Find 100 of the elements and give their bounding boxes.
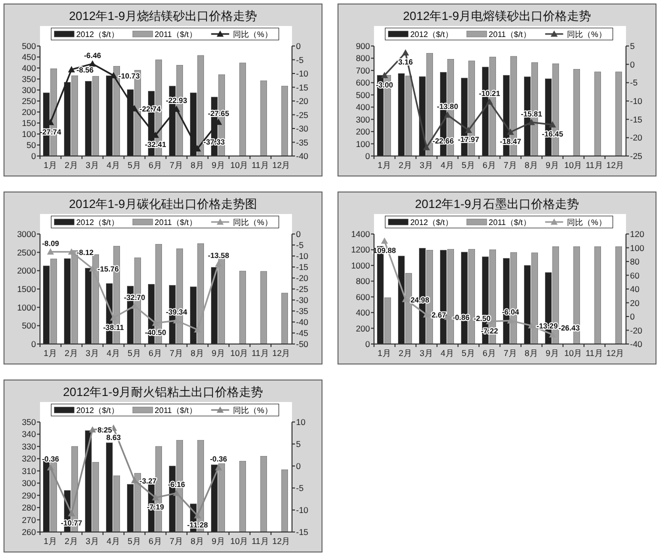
y2-tick-label: -40 <box>296 151 309 161</box>
x-tick-label: 3月 <box>86 536 100 546</box>
y-tick-label: 260 <box>22 527 36 537</box>
y-tick-label: 280 <box>22 502 36 513</box>
y-tick-label: 300 <box>22 85 36 95</box>
y2-tick-label: -20 <box>630 325 643 336</box>
y-tick-label: 1400 <box>351 229 370 239</box>
x-tick-label: 6月 <box>482 160 496 170</box>
y-tick-label: 800 <box>356 276 370 286</box>
bar <box>239 62 246 156</box>
bar <box>615 246 622 344</box>
y-tick-label: 1000 <box>17 302 36 312</box>
x-tick-label: 5月 <box>128 536 142 546</box>
point <box>47 464 54 470</box>
y-tick-label: 330 <box>22 441 36 452</box>
y2-tick-label: 40 <box>630 284 640 294</box>
y-tick-label: 600 <box>356 78 370 88</box>
x-tick-label: 10月 <box>564 160 583 170</box>
chart-title: 2012年1-9月石墨出口价格走势 <box>414 197 580 211</box>
y-tick-label: 300 <box>356 114 370 124</box>
x-tick-label: 7月 <box>504 348 518 358</box>
y2-tick-label: -25 <box>296 284 309 294</box>
y2-tick-label: -20 <box>296 96 309 106</box>
y-tick-label: 0 <box>365 151 370 161</box>
point <box>68 510 75 516</box>
x-tick-label: 9月 <box>212 348 226 358</box>
point <box>173 490 180 496</box>
y2-tick-label: -15 <box>630 114 643 124</box>
y2-tick-label: -15 <box>296 527 309 537</box>
x-tick-label: 11月 <box>252 160 270 170</box>
bar <box>260 80 267 156</box>
bar <box>281 292 288 344</box>
x-tick-label: 5月 <box>128 160 142 170</box>
legend-label: 2012（$/t） <box>76 218 119 227</box>
y2-tick-label: 100 <box>630 242 644 253</box>
x-tick-label: 6月 <box>148 536 162 546</box>
y2-tick-label: 0 <box>296 41 301 51</box>
y-tick-label: 200 <box>356 323 370 334</box>
y2-tick-label: -10 <box>296 505 309 515</box>
y-tick-label: 500 <box>356 90 370 100</box>
x-tick-label: 5月 <box>462 348 476 358</box>
y-tick-label: 350 <box>22 417 36 427</box>
y-tick-label: 350 <box>22 74 36 84</box>
bar <box>594 72 601 156</box>
y-tick-label: 800 <box>356 53 370 64</box>
y-tick-label: 0 <box>31 339 36 349</box>
chart-title: 2012年1-9月碳化硅出口价格走势图 <box>68 197 258 211</box>
x-tick-label: 5月 <box>462 160 476 170</box>
x-tick-label: 12月 <box>272 160 291 170</box>
point <box>402 49 409 56</box>
y2-tick-label: -25 <box>630 151 643 161</box>
point <box>215 260 222 267</box>
x-tick-label: 3月 <box>420 160 434 170</box>
x-tick-label: 12月 <box>606 160 625 170</box>
x-tick-label: 2月 <box>64 348 78 358</box>
x-tick-label: 2月 <box>64 536 78 546</box>
point <box>381 237 388 244</box>
point <box>89 60 96 67</box>
y2-tick-label: -5 <box>296 483 304 493</box>
x-tick-label: 4月 <box>106 348 120 358</box>
x-tick-label: 4月 <box>440 160 454 170</box>
x-tick-label: 2月 <box>398 348 412 358</box>
point <box>528 118 535 126</box>
x-tick-label: 7月 <box>170 536 184 546</box>
point <box>381 72 388 78</box>
y2-tick-label: -20 <box>296 273 309 283</box>
y-tick-label: 400 <box>356 308 370 318</box>
y-tick-label: 200 <box>356 126 370 137</box>
point <box>215 464 222 470</box>
x-tick-label: 1月 <box>44 160 58 170</box>
x-tick-label: 12月 <box>272 348 291 358</box>
y2-tick-label: -5 <box>296 54 304 65</box>
chart-title: 2012年1-9月电熔镁砂出口价格走势 <box>402 9 592 23</box>
point <box>152 494 159 500</box>
y-tick-label: 100 <box>356 138 370 149</box>
point <box>486 98 493 105</box>
x-tick-label: 11月 <box>252 536 270 546</box>
bar <box>260 271 267 344</box>
point <box>194 326 201 332</box>
x-tick-label: 10月 <box>230 160 249 170</box>
y-tick-label: 600 <box>356 292 370 302</box>
point <box>444 111 451 118</box>
x-tick-label: 3月 <box>86 348 100 358</box>
x-tick-label: 10月 <box>230 536 249 546</box>
y-tick-label: 310 <box>22 466 36 476</box>
y2-tick-label: 0 <box>296 461 301 471</box>
legend-label: 2011（$/t） <box>154 218 197 227</box>
y2-tick-label: 20 <box>630 298 640 308</box>
point <box>507 128 514 135</box>
point <box>68 66 75 72</box>
y-tick-label: 340 <box>22 429 36 440</box>
x-tick-label: 11月 <box>586 348 604 358</box>
x-tick-label: 1月 <box>378 160 392 170</box>
y2-tick-label: 5 <box>630 41 635 51</box>
point <box>131 476 138 484</box>
x-tick-label: 10月 <box>564 348 583 358</box>
point <box>194 512 201 518</box>
point <box>110 72 117 78</box>
y2-tick-label: 60 <box>630 270 640 280</box>
y2-tick-label: -30 <box>296 124 309 134</box>
